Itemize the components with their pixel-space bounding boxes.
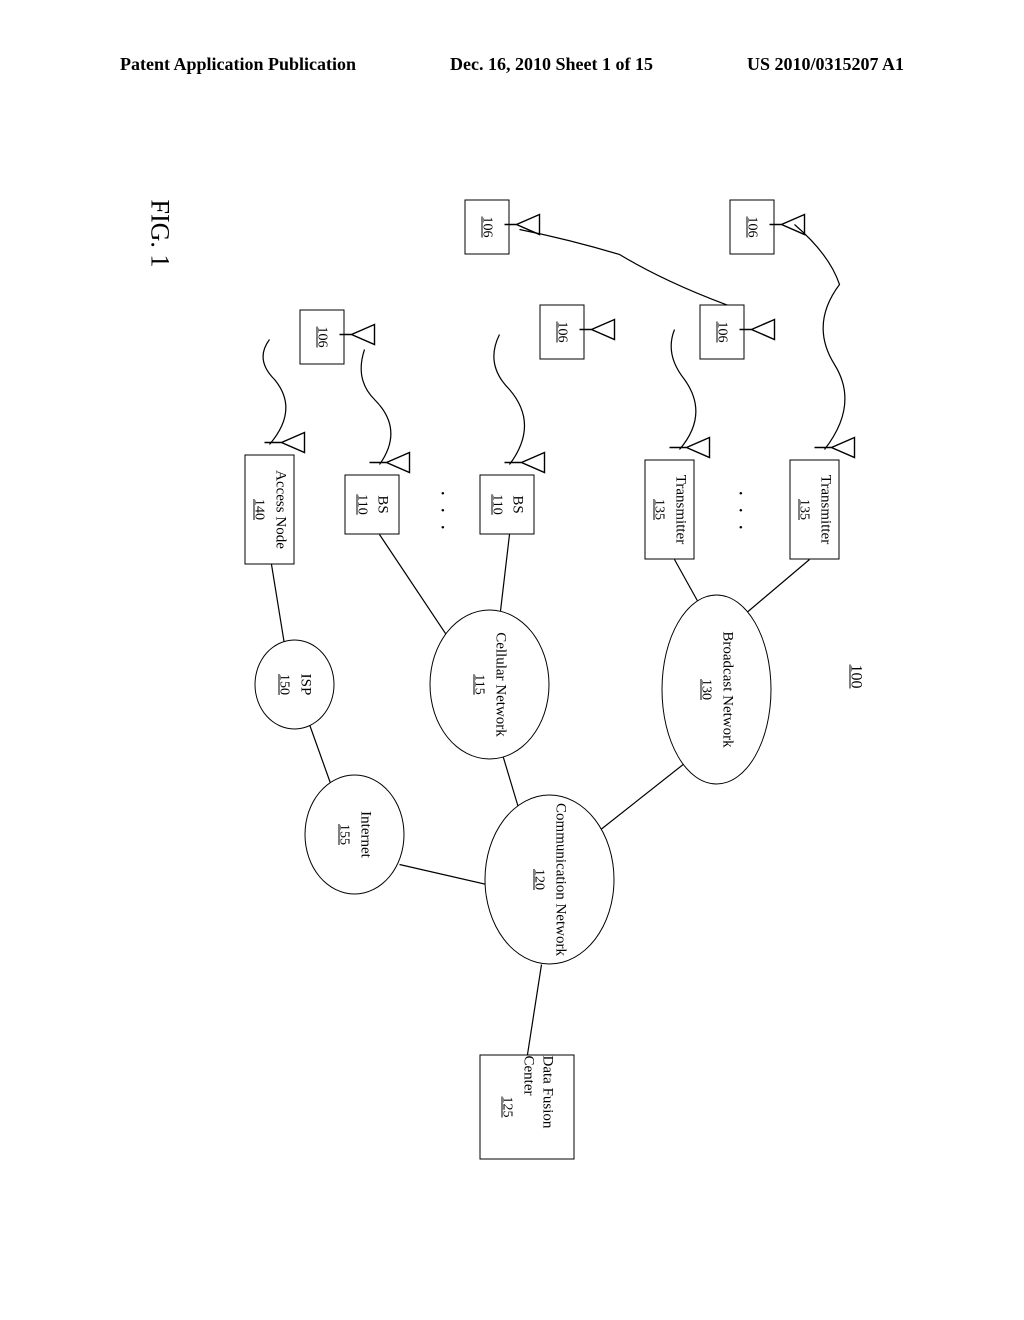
isp-node: ISP 150 bbox=[255, 640, 335, 730]
transmitter-1-node: Transmitter 135 bbox=[790, 460, 840, 560]
ellipsis-tx-icon: . . . bbox=[734, 491, 760, 534]
device-3-ref: 106 bbox=[477, 217, 495, 238]
data-fusion-label: Data Fusion Center bbox=[518, 1056, 557, 1159]
antenna-icon bbox=[335, 320, 380, 350]
bs-2-node: BS 110 bbox=[345, 475, 400, 535]
diagram-wrap: 100 . . . . . . Data Fusion Center 125 C… bbox=[0, 243, 1024, 1098]
bs-2-ref: 110 bbox=[352, 494, 370, 514]
comm-net-ref: 120 bbox=[530, 869, 548, 890]
bs-1-label: BS bbox=[507, 495, 527, 513]
isp-ref: 150 bbox=[275, 674, 293, 695]
cellular-node: Cellular Network 115 bbox=[430, 610, 550, 760]
header-right: US 2010/0315207 A1 bbox=[747, 54, 904, 75]
transmitter-2-label: Transmitter bbox=[670, 475, 690, 544]
comm-net-label: Communication Network bbox=[550, 803, 570, 956]
transmitter-1-ref: 135 bbox=[795, 499, 813, 520]
antenna-icon bbox=[265, 428, 310, 458]
broadcast-ref: 130 bbox=[697, 679, 715, 700]
bs-2-label: BS bbox=[372, 495, 392, 513]
header: Patent Application Publication Dec. 16, … bbox=[0, 54, 1024, 84]
access-node-label: Access Node bbox=[270, 470, 290, 549]
transmitter-2-ref: 135 bbox=[650, 499, 668, 520]
broadcast-node: Broadcast Network 130 bbox=[662, 595, 772, 785]
header-left: Patent Application Publication bbox=[120, 54, 356, 75]
antenna-icon bbox=[575, 315, 620, 345]
antenna-icon bbox=[765, 210, 810, 240]
antenna-icon bbox=[815, 433, 860, 463]
antenna-icon bbox=[735, 315, 780, 345]
antenna-icon bbox=[500, 210, 545, 240]
cellular-label: Cellular Network bbox=[490, 632, 510, 737]
device-4-ref: 106 bbox=[552, 322, 570, 343]
data-fusion-node: Data Fusion Center 125 bbox=[480, 1055, 575, 1160]
device-1-ref: 106 bbox=[742, 217, 760, 238]
internet-label: Internet bbox=[355, 811, 375, 858]
header-center: Dec. 16, 2010 Sheet 1 of 15 bbox=[450, 54, 653, 75]
antenna-icon bbox=[370, 448, 415, 478]
antenna-icon bbox=[505, 448, 550, 478]
comm-net-node: Communication Network 120 bbox=[485, 795, 615, 965]
system-ref: 100 bbox=[847, 665, 865, 689]
internet-ref: 155 bbox=[335, 824, 353, 845]
ellipsis-bs-icon: . . . bbox=[436, 491, 462, 534]
device-5-ref: 106 bbox=[312, 327, 330, 348]
bs-1-node: BS 110 bbox=[480, 475, 535, 535]
data-fusion-ref: 125 bbox=[497, 1097, 515, 1118]
isp-label: ISP bbox=[295, 674, 315, 696]
transmitter-2-node: Transmitter 135 bbox=[645, 460, 695, 560]
cellular-ref: 115 bbox=[470, 674, 488, 694]
access-node: Access Node 140 bbox=[245, 455, 295, 565]
antenna-icon bbox=[670, 433, 715, 463]
bs-1-ref: 110 bbox=[487, 494, 505, 514]
access-node-ref: 140 bbox=[250, 499, 268, 520]
diagram: 100 . . . . . . Data Fusion Center 125 C… bbox=[85, 155, 940, 1185]
transmitter-1-label: Transmitter bbox=[815, 475, 835, 544]
internet-node: Internet 155 bbox=[305, 775, 405, 895]
figure-label: FIG. 1 bbox=[145, 200, 175, 268]
broadcast-label: Broadcast Network bbox=[717, 631, 737, 747]
device-2-ref: 106 bbox=[712, 322, 730, 343]
